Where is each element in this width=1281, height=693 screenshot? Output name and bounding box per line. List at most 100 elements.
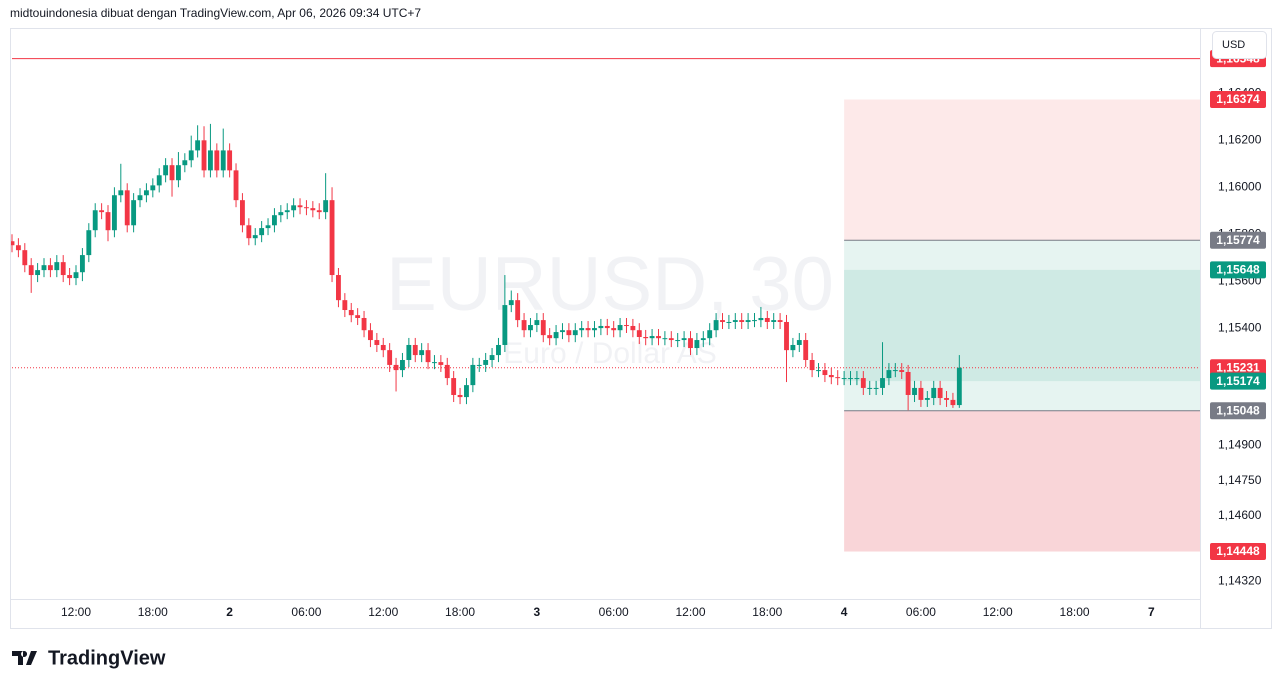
candle-body (67, 275, 73, 279)
candle-body (272, 215, 277, 226)
candle-body (809, 360, 815, 371)
candle-body (355, 315, 361, 318)
price-tag (1210, 231, 1266, 249)
candle-body (835, 377, 841, 379)
candle-body (451, 378, 457, 395)
candle-body (233, 170, 239, 201)
candle-body (387, 350, 393, 365)
candle-body (726, 321, 732, 323)
candle-body (79, 255, 85, 273)
candle-body (163, 165, 169, 176)
candle-body (348, 310, 354, 316)
position-zone (844, 99, 1200, 241)
x-tick-label: 7 (1148, 605, 1155, 619)
candle-body (924, 398, 930, 400)
price-tag (1210, 261, 1266, 279)
candle-body (156, 175, 162, 186)
candle-body (528, 325, 533, 331)
candle-body (220, 150, 226, 171)
candle-body (425, 350, 431, 363)
candle-body (182, 160, 188, 166)
candle-body (553, 332, 559, 339)
candle-body (47, 265, 53, 271)
candle-body (22, 250, 28, 266)
candle-body (246, 225, 252, 239)
candle-body (438, 362, 444, 365)
candle-body (918, 387, 924, 400)
candle-body (150, 185, 156, 191)
y-tick-label: 1,14320 (1218, 574, 1262, 588)
y-tick-label: 1,16200 (1218, 132, 1262, 146)
candle-body (457, 394, 463, 398)
candle-body (60, 262, 66, 276)
price-tag-label: 1,15774 (1216, 233, 1260, 247)
candle-body (886, 370, 892, 379)
logo-icon (12, 651, 37, 665)
candle-body (252, 235, 258, 239)
price-tag (1210, 90, 1266, 108)
candle-body (636, 330, 642, 338)
price-tag-label: 1,14448 (1216, 544, 1260, 558)
x-tick-label: 4 (841, 605, 848, 619)
x-tick-label: 18:00 (752, 605, 782, 619)
candle-body (803, 340, 809, 361)
candle-body (822, 370, 828, 376)
candle-body (950, 399, 956, 406)
candle-body (444, 364, 450, 379)
candle-body (880, 378, 885, 388)
candle-body (99, 210, 105, 213)
currency-button[interactable] (1212, 31, 1267, 59)
x-tick-label: 18:00 (1060, 605, 1090, 619)
candle-body (92, 210, 98, 231)
y-tick-label: 1,14750 (1218, 473, 1262, 487)
candle-body (720, 320, 725, 322)
x-tick-label: 12:00 (983, 605, 1013, 619)
candle-body (675, 340, 681, 342)
candle-body (937, 387, 943, 399)
price-tag-label: 1,15648 (1216, 263, 1260, 277)
candle-body (643, 337, 649, 339)
candle-body (681, 338, 687, 341)
candle-body (534, 320, 540, 326)
candle-body (656, 336, 661, 339)
candle-body (131, 200, 137, 226)
candle-body (944, 398, 949, 400)
candle-body (342, 300, 348, 311)
candle-body (585, 328, 591, 331)
candle-body (201, 140, 207, 171)
candle-body (784, 321, 789, 351)
candle-body (892, 370, 898, 372)
candle-body (143, 190, 149, 196)
candle-body (848, 378, 853, 380)
logo: TradingView (12, 647, 166, 669)
currency-label[interactable]: USD (1222, 39, 1245, 51)
candle-body (592, 328, 597, 331)
price-tag-label: 1,15174 (1216, 374, 1260, 388)
x-tick-label: 12:00 (61, 605, 91, 619)
candle-body (649, 336, 655, 339)
candle-body (905, 371, 911, 395)
candle-body (265, 225, 271, 229)
candle-body (579, 328, 585, 331)
candle-body (828, 375, 834, 378)
candle-body (547, 335, 553, 339)
candle-body (912, 387, 917, 395)
candle-body (406, 344, 412, 361)
candle-body (432, 362, 437, 364)
candle-body (28, 265, 34, 276)
candle-body (291, 205, 297, 211)
candle-body (713, 320, 719, 331)
candle-body (732, 320, 738, 322)
candle-body (931, 387, 937, 399)
candle-body (489, 355, 495, 361)
x-tick-label: 3 (534, 605, 541, 619)
price-tag (1210, 402, 1266, 420)
logo-text: TradingView (48, 647, 166, 669)
candle-body (540, 320, 546, 336)
price-tags: 1,165481,163741,157741,156481,1523125:56… (1210, 50, 1266, 561)
candle-body (796, 340, 802, 345)
candle-body (860, 378, 866, 388)
candle-body (476, 364, 482, 366)
